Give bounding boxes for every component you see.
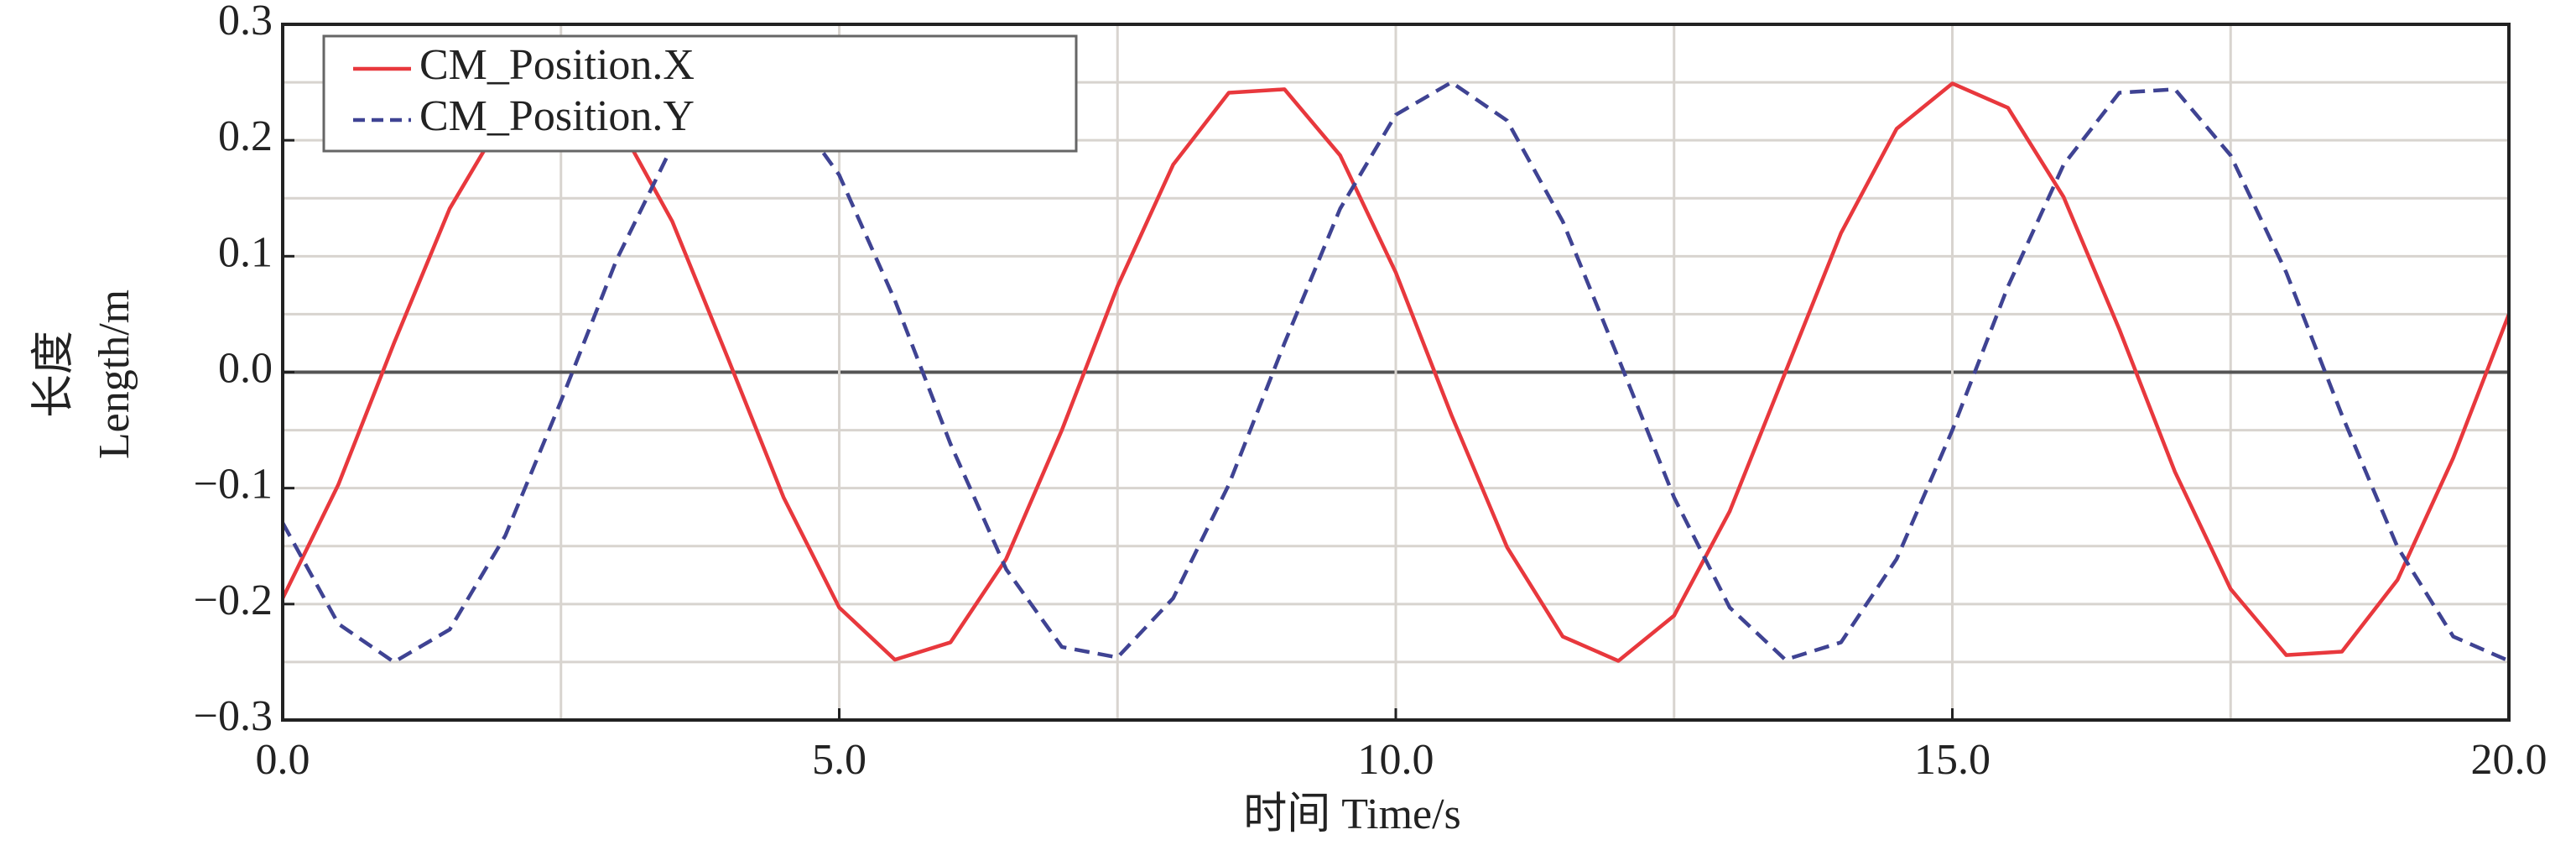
legend-box xyxy=(322,34,1078,153)
labels: −0.3 −0.2 −0.1 0.0 0.1 0.2 0.3 0.0 5.0 10.0 15.0 20… xyxy=(194,0,2547,784)
y-tick-label: −0.3 xyxy=(194,692,273,740)
y-tick-label: 0.3 xyxy=(218,0,273,44)
legend-label: CM_Position.X xyxy=(419,41,695,89)
x-tick-label: 20.0 xyxy=(2471,736,2547,784)
legend: CM_Position.XCM_Position.Y xyxy=(322,34,1078,153)
y-tick-label: 0.0 xyxy=(218,344,273,392)
x-tick-label: 0.0 xyxy=(256,736,310,784)
x-tick-label: 10.0 xyxy=(1358,736,1434,784)
y-tick-label: −0.2 xyxy=(194,577,273,624)
y-axis-title: 长度 xyxy=(30,331,78,418)
y-tick-label: 0.1 xyxy=(218,228,273,276)
x-tick-label: 15.0 xyxy=(1914,736,1991,784)
x-axis-title: 时间 Time/s xyxy=(1243,791,1461,838)
y-tick-label: 0.2 xyxy=(218,112,273,160)
series-line xyxy=(281,80,2510,665)
y-axis-title: Length/m xyxy=(91,290,138,459)
y-tick-label: −0.1 xyxy=(194,461,273,509)
x-tick-label: 5.0 xyxy=(812,736,866,784)
marks xyxy=(280,80,2511,665)
legend-label: CM_Position.Y xyxy=(419,92,695,140)
